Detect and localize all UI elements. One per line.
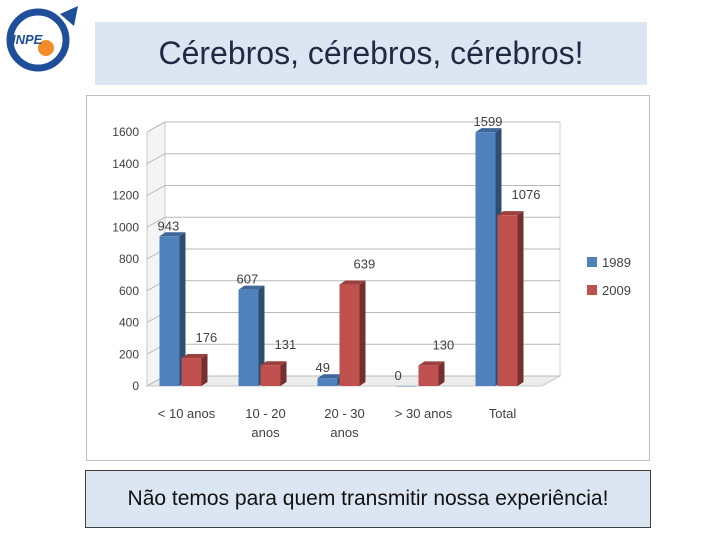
legend-swatch-1989 bbox=[587, 257, 597, 267]
chart-frame: 0 200 400 600 800 1000 1200 1400 1600 943 607 49 0 15… bbox=[86, 95, 650, 461]
bar-1989 bbox=[238, 289, 259, 386]
data-label-2009: 176 bbox=[196, 330, 218, 345]
bar-top-1989 bbox=[317, 374, 344, 379]
bar-2009 bbox=[418, 365, 439, 386]
data-label-2009: 1076 bbox=[512, 187, 541, 202]
bar-side-1989 bbox=[179, 232, 186, 386]
data-label-1989: 0 bbox=[395, 368, 402, 383]
bar-top-2009 bbox=[339, 280, 366, 285]
bar-1989 bbox=[475, 132, 496, 386]
data-label-1989: 943 bbox=[158, 218, 180, 233]
bar-2009 bbox=[260, 365, 281, 386]
y-tick-label: 1600 bbox=[112, 125, 139, 139]
y-tick-label: 400 bbox=[119, 316, 139, 330]
y-tick-label: 1200 bbox=[112, 189, 139, 203]
x-tick-label: anos bbox=[330, 425, 359, 440]
x-tick-label: < 10 anos bbox=[158, 406, 216, 421]
bar-side-2009 bbox=[359, 280, 366, 386]
data-label-1989: 1599 bbox=[474, 114, 503, 129]
x-tick-label: anos bbox=[251, 425, 280, 440]
x-tick-label: > 30 anos bbox=[395, 406, 453, 421]
x-tick-label: 10 - 20 bbox=[245, 406, 285, 421]
y-tick-label: 0 bbox=[132, 379, 139, 393]
legend-label-2009: 2009 bbox=[602, 283, 631, 298]
data-label-2009: 639 bbox=[354, 257, 376, 272]
page-title: Cérebros, cérebros, cérebros! bbox=[158, 35, 584, 71]
bar-side-2009 bbox=[517, 211, 524, 386]
y-tick-label: 200 bbox=[119, 347, 139, 361]
x-tick-label: 20 - 30 bbox=[324, 406, 364, 421]
bar-2009 bbox=[339, 284, 360, 386]
caption-box: Não temos para quem transmitir nossa exp… bbox=[85, 470, 651, 528]
data-label-2009: 131 bbox=[275, 337, 297, 352]
y-tick-label: 1000 bbox=[112, 220, 139, 234]
bar-top-2009 bbox=[497, 211, 524, 216]
bar-top-2009 bbox=[181, 354, 208, 359]
inpe-logo: INPE bbox=[6, 6, 78, 72]
bar-top-1989 bbox=[159, 232, 186, 237]
bar-top-1989 bbox=[475, 128, 502, 133]
data-label-2009: 130 bbox=[433, 337, 455, 352]
bar-side-1989 bbox=[258, 285, 265, 386]
bar-2009 bbox=[497, 215, 518, 386]
bar-side-2009 bbox=[438, 361, 445, 386]
bar-2009 bbox=[181, 358, 202, 386]
bar-1989 bbox=[396, 386, 417, 387]
caption-text: Não temos para quem transmitir nossa exp… bbox=[127, 487, 609, 510]
legend-label-1989: 1989 bbox=[602, 255, 631, 270]
gridline bbox=[146, 185, 560, 196]
gridline bbox=[146, 153, 560, 165]
gridline bbox=[146, 216, 560, 228]
y-tick-label: 1400 bbox=[112, 157, 139, 171]
bar-side-2009 bbox=[280, 361, 287, 386]
data-label-1989: 607 bbox=[237, 272, 259, 287]
legend-swatch-2009 bbox=[587, 285, 597, 295]
bar-1989 bbox=[317, 378, 338, 386]
bar-top-1989 bbox=[238, 285, 265, 290]
y-tick-label: 800 bbox=[119, 252, 139, 266]
gridline bbox=[146, 121, 560, 133]
bar-side-2009 bbox=[201, 354, 208, 386]
bar-1989 bbox=[159, 236, 180, 386]
bar-chart: 0 200 400 600 800 1000 1200 1400 1600 943 607 49 0 15… bbox=[112, 114, 631, 440]
title-box: Cérebros, cérebros, cérebros! bbox=[95, 22, 647, 85]
bar-top-2009 bbox=[418, 361, 445, 366]
y-tick-label: 600 bbox=[119, 284, 139, 298]
data-label-1989: 49 bbox=[316, 360, 330, 375]
x-tick-label: Total bbox=[489, 406, 517, 421]
logo-text: INPE bbox=[12, 32, 43, 47]
bar-top-2009 bbox=[260, 361, 287, 366]
